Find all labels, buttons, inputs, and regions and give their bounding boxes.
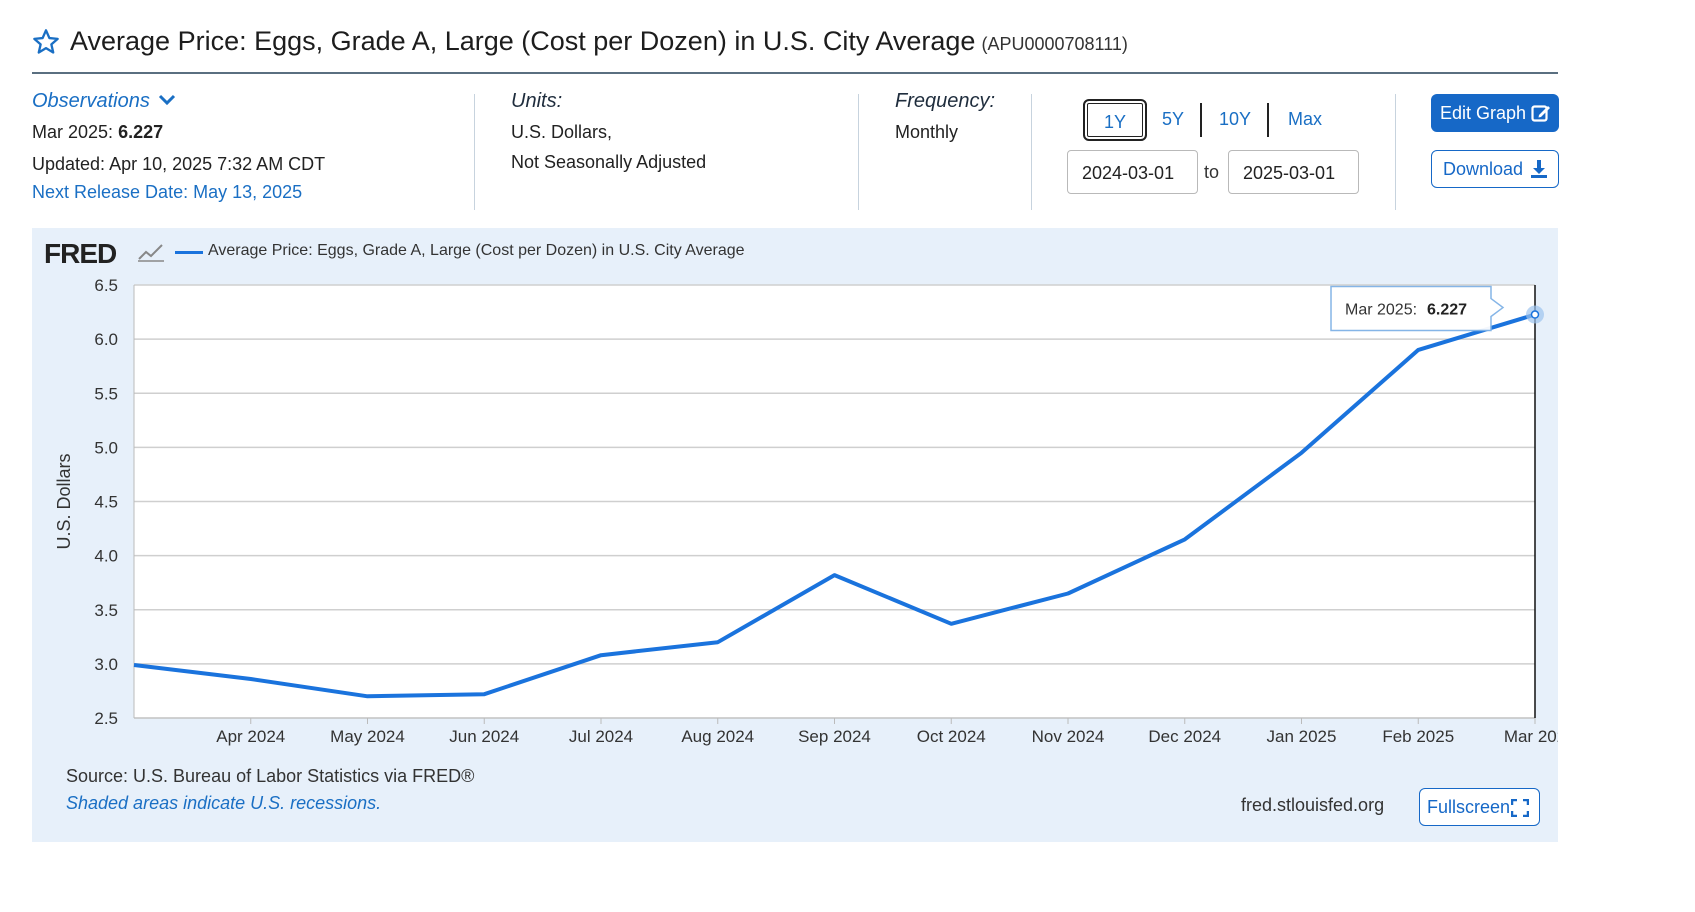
observation-period: Mar 2025:: [32, 122, 114, 142]
edit-icon: [1531, 105, 1550, 122]
divider: [1395, 94, 1396, 210]
chart-panel: 2.5 3.0 3.5 4.0 4.5 5.0 5.5 6.0 6.5 Apr 2024 May 2…: [32, 228, 1558, 842]
divider: [858, 94, 859, 210]
x-tick-label: Sep 2024: [798, 727, 871, 746]
series-line: [133, 312, 1536, 699]
x-tick-label: Aug 2024: [681, 727, 754, 746]
y-tick-label: 4.0: [94, 547, 118, 566]
source-text: Source: U.S. Bureau of Labor Statistics …: [66, 766, 475, 786]
units-panel: Units: U.S. Dollars, Not Seasonally Adju…: [511, 88, 831, 212]
units-label: Units:: [511, 90, 563, 112]
y-tick-label: 5.5: [94, 384, 118, 403]
x-tick-label: Feb 2025: [1382, 727, 1454, 746]
download-icon: [1531, 160, 1547, 178]
divider: [1031, 94, 1032, 210]
end-date-input[interactable]: 2025-03-01: [1228, 150, 1359, 194]
range-separator: [1267, 103, 1269, 137]
latest-observation: Mar 2025: 6.227: [32, 122, 163, 143]
range-max-button[interactable]: Max: [1287, 109, 1322, 129]
units-line1: U.S. Dollars,: [511, 122, 613, 142]
x-tick-label: Mar 202: [1504, 727, 1558, 746]
title-row: Average Price: Eggs, Grade A, Large (Cos…: [32, 24, 1558, 74]
series-title: Average Price: Eggs, Grade A, Large (Cos…: [70, 26, 976, 56]
edit-graph-label: Edit Graph: [1440, 103, 1527, 123]
y-tick-label: 5.0: [94, 438, 118, 457]
chart: 2.5 3.0 3.5 4.0 4.5 5.0 5.5 6.0 6.5 Apr 2024 May 2…: [54, 276, 1558, 746]
fullscreen-icon: [1511, 799, 1529, 817]
star-icon[interactable]: [32, 28, 60, 56]
hover-point: [1530, 310, 1540, 319]
fullscreen-button[interactable]: Fullscreen: [1419, 788, 1540, 826]
y-tick-label: 6.5: [94, 276, 118, 295]
frequency-label: Frequency:: [895, 90, 996, 112]
updated-text: Updated: Apr 10, 2025 7:32 AM CDT: [32, 154, 326, 174]
series-id: (APU0000708111): [981, 34, 1128, 54]
tooltip-box: [1330, 285, 1505, 332]
next-release-link[interactable]: Next Release Date: May 13, 2025: [32, 182, 303, 202]
tooltip-label: Mar 2025:: [1345, 302, 1417, 319]
download-button[interactable]: Download: [1431, 150, 1559, 188]
tooltip-value: 6.227: [1427, 302, 1467, 319]
observations-panel: Observations Mar 2025: 6.227 Updated: Ap…: [32, 88, 462, 212]
legend-label: Average Price: Eggs, Grade A, Large (Cos…: [208, 242, 745, 259]
y-axis-label: U.S. Dollars: [54, 453, 74, 549]
page-title: Average Price: Eggs, Grade A, Large (Cos…: [70, 26, 1128, 57]
to-label: to: [1204, 162, 1220, 182]
observations-label: Observations: [32, 90, 150, 112]
x-tick-label: Jun 2024: [449, 727, 519, 746]
fullscreen-label: Fullscreen: [1427, 797, 1511, 817]
x-tick-label: Dec 2024: [1148, 727, 1221, 746]
chevron-down-icon: [159, 94, 176, 106]
y-tick-label: 4.5: [94, 493, 118, 512]
range-5y-button[interactable]: 5Y: [1161, 109, 1185, 129]
legend-swatch: [175, 251, 203, 254]
observation-value: 6.227: [118, 122, 164, 142]
download-label: Download: [1443, 159, 1524, 179]
y-tick-label: 2.5: [94, 709, 118, 728]
x-tick-label: Apr 2024: [216, 727, 285, 746]
start-date-input[interactable]: 2024-03-01: [1067, 150, 1198, 194]
fred-chart-icon: [138, 244, 164, 262]
y-tick-label: 3.0: [94, 655, 118, 674]
range-10y-button[interactable]: 10Y: [1218, 109, 1252, 129]
divider: [474, 94, 475, 210]
x-tick-label: Oct 2024: [917, 727, 986, 746]
range-separator: [1200, 103, 1202, 137]
fred-logo: FRED: [44, 238, 117, 269]
x-tick-label: Nov 2024: [1032, 727, 1105, 746]
units-line2: Not Seasonally Adjusted: [511, 152, 707, 172]
frequency-panel: Frequency: Monthly: [895, 88, 1015, 212]
x-tick-label: Jul 2024: [569, 727, 633, 746]
edit-graph-button[interactable]: Edit Graph: [1431, 94, 1559, 132]
y-tick-label: 6.0: [94, 330, 118, 349]
range-1y-button[interactable]: 1Y: [1083, 99, 1147, 141]
frequency-value: Monthly: [895, 122, 959, 142]
site-text: fred.stlouisfed.org: [1241, 795, 1385, 815]
y-tick-label: 3.5: [94, 601, 118, 620]
x-tick-label: Jan 2025: [1267, 727, 1337, 746]
recessions-link[interactable]: Shaded areas indicate U.S. recessions.: [66, 793, 382, 813]
x-tick-label: May 2024: [330, 727, 405, 746]
observations-toggle[interactable]: Observations: [32, 90, 176, 113]
